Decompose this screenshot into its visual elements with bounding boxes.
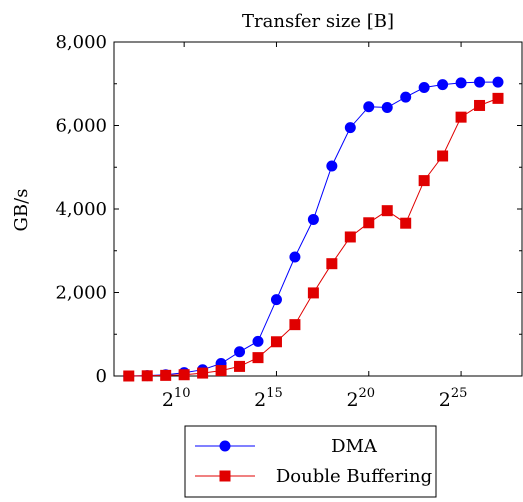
legend-entry-dma <box>195 440 255 452</box>
data-point-square <box>197 367 209 379</box>
data-point-square <box>123 370 135 382</box>
data-point-square <box>474 99 486 111</box>
data-point-circle <box>326 160 338 172</box>
data-point-square <box>160 369 172 381</box>
data-point-square <box>418 175 430 187</box>
x-axis-ticks: 210 215 220 225 <box>162 42 468 411</box>
data-point-circle <box>252 335 264 347</box>
data-point-square <box>215 365 227 377</box>
data-point-circle <box>344 122 356 134</box>
data-point-circle <box>418 82 430 94</box>
plot-frame <box>113 41 523 377</box>
series-line <box>128 81 498 377</box>
series-line <box>128 97 499 377</box>
data-point-circle <box>307 213 319 225</box>
y-tick-label: 8,000 <box>55 32 107 53</box>
data-point-square <box>455 111 467 123</box>
data-point-square <box>363 217 375 229</box>
y-tick-label: 2,000 <box>55 283 107 304</box>
data-point-circle <box>289 251 301 263</box>
legend-label-dma: DMA <box>331 436 378 457</box>
data-point-square <box>178 369 190 381</box>
data-point-square <box>141 370 153 382</box>
y-tick-label: 0 <box>96 366 107 387</box>
data-point-circle <box>270 294 282 306</box>
data-point-circle <box>381 102 393 114</box>
y-tick-label: 4,000 <box>55 199 107 220</box>
data-point-square <box>270 336 282 348</box>
data-point-square <box>252 352 264 364</box>
data-point-square <box>307 287 319 299</box>
data-point-circle <box>363 101 375 113</box>
data-point-square <box>400 217 412 229</box>
data-point-square <box>344 231 356 243</box>
x-tick-label: 215 <box>254 386 283 411</box>
legend-marker-square <box>219 470 231 482</box>
data-point-square <box>437 150 449 162</box>
data-point-circle <box>474 76 486 88</box>
series-layer <box>123 76 504 382</box>
data-point-circle <box>455 77 467 89</box>
data-point-square <box>289 319 301 331</box>
legend-entry-double-buffering <box>195 470 255 482</box>
data-point-circle <box>234 346 246 358</box>
data-point-circle <box>400 91 412 103</box>
data-point-circle <box>492 76 504 88</box>
data-point-square <box>326 258 338 270</box>
legend-label-double-buffering: Double Buffering <box>276 466 432 487</box>
x-tick-label: 225 <box>439 386 468 411</box>
legend-marker-circle <box>219 440 231 452</box>
data-point-square <box>234 360 246 372</box>
y-axis-ticks: 0 2,000 4,000 6,000 8,000 <box>55 32 522 387</box>
data-point-square <box>381 205 393 217</box>
x-tick-label: 210 <box>162 386 191 411</box>
y-axis-label: GB/s <box>11 189 32 232</box>
y-tick-label: 6,000 <box>55 116 107 137</box>
data-point-circle <box>437 79 449 91</box>
legend: DMA Double Buffering <box>184 425 437 498</box>
chart-title: Transfer size [B] <box>242 11 394 32</box>
data-point-square <box>492 92 504 104</box>
legend-box <box>184 425 437 498</box>
x-tick-label: 220 <box>346 386 375 411</box>
